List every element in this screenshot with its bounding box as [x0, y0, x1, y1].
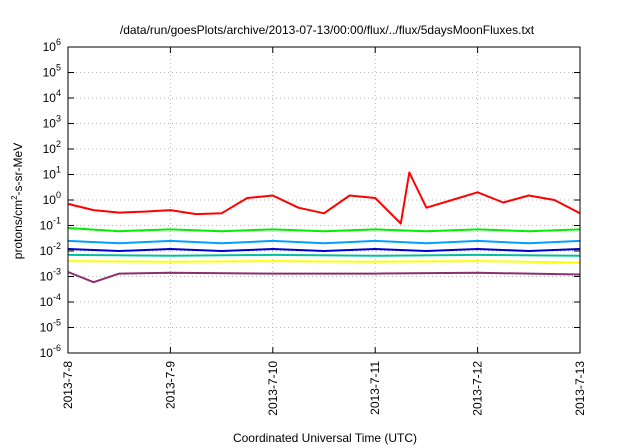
- y-tick-label: 101: [43, 165, 61, 182]
- series-line: [67, 227, 581, 233]
- series-line: [67, 260, 581, 264]
- y-tick-label: 106: [43, 37, 61, 54]
- y-axis-label-rest: -s-sr-MeV: [11, 143, 25, 196]
- x-tick-label: 2013-7-10: [266, 361, 280, 416]
- y-tick-label: 10-1: [40, 216, 61, 233]
- x-tick-label: 2013-7-9: [163, 361, 177, 409]
- y-tick-label: 10-4: [40, 292, 61, 309]
- series-group: [67, 171, 581, 284]
- chart-title: /data/run/goesPlots/archive/2013-07-13/0…: [120, 23, 535, 37]
- y-tick-label: 10-6: [40, 343, 61, 360]
- y-tick-label: 105: [43, 63, 61, 80]
- x-axis-label: Coordinated Universal Time (UTC): [233, 431, 417, 445]
- y-tick-label: 10-2: [40, 241, 61, 258]
- y-tick-label: 104: [43, 88, 61, 105]
- series-line: [67, 171, 581, 225]
- y-tick-label: 10-5: [40, 318, 61, 335]
- plot-frame: [67, 46, 581, 354]
- y-axis-label-unit: protons/cm: [11, 200, 25, 259]
- series-line: [67, 253, 581, 257]
- x-tick-label: 2013-7-12: [471, 361, 485, 416]
- series-line: [67, 248, 581, 252]
- x-tick-label: 2013-7-8: [61, 361, 75, 409]
- y-tick-label: 103: [43, 114, 61, 131]
- x-tick-label: 2013-7-11: [368, 361, 382, 415]
- axes: 10-6 10-5 10-4 10-3 10-2 10-1 100 101 102 103 104 1…: [40, 37, 587, 416]
- y-axis-label-superscript: 2: [10, 195, 19, 200]
- series-line: [67, 271, 581, 284]
- y-tick-label: 100: [43, 190, 61, 207]
- series-line: [67, 239, 581, 245]
- x-tick-label: 2013-7-13: [573, 361, 587, 416]
- y-tick-label: 10-3: [40, 267, 61, 284]
- y-tick-label: 102: [43, 139, 61, 156]
- y-axis-label: protons/cm2-s-sr-MeV: [10, 143, 25, 259]
